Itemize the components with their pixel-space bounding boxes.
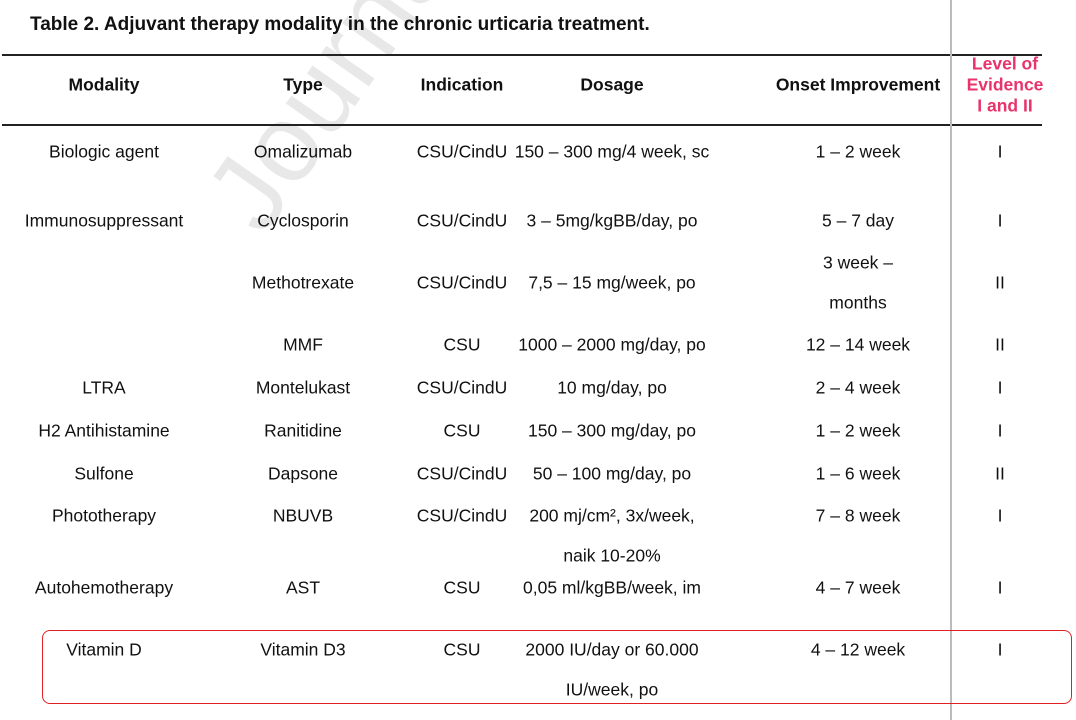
header-indication: Indication <box>420 74 504 95</box>
cell-indication: CSU <box>443 639 481 660</box>
highlight-box <box>42 630 1072 704</box>
cell-level: I <box>997 505 1003 526</box>
cell-level: II <box>995 272 1005 293</box>
cell-onset: months <box>829 292 887 313</box>
cell-indication: CSU <box>443 420 481 441</box>
cell-onset: 1 – 2 week <box>815 141 901 162</box>
cell-type: Omalizumab <box>253 141 353 162</box>
cell-onset: 5 – 7 day <box>822 210 894 231</box>
column-divider <box>950 0 952 720</box>
cell-level: I <box>997 577 1003 598</box>
cell-level: II <box>995 463 1005 484</box>
cell-onset: 3 week – <box>822 252 894 273</box>
cell-dosage: naik 10-20% <box>563 545 661 566</box>
cell-dosage: 0,05 ml/kgBB/week, im <box>523 577 701 598</box>
cell-onset: 7 – 8 week <box>815 505 901 526</box>
cell-type: MMF <box>283 334 323 355</box>
cell-indication: CSU/CindU <box>416 377 508 398</box>
header-level: I and II <box>977 95 1033 116</box>
cell-dosage: 3 – 5mg/kgBB/day, po <box>526 210 698 231</box>
cell-indication: CSU/CindU <box>416 505 508 526</box>
header-onset: Onset Improvement <box>775 74 941 95</box>
cell-onset: 1 – 6 week <box>815 463 901 484</box>
top-rule <box>2 54 1042 56</box>
cell-modality: H2 Antihistamine <box>38 420 170 441</box>
header-dosage: Dosage <box>580 74 644 95</box>
header-modality: Modality <box>68 74 140 95</box>
cell-modality: Autohemotherapy <box>34 577 174 598</box>
header-level: Level of <box>971 53 1039 74</box>
cell-indication: CSU/CindU <box>416 463 508 484</box>
cell-onset: 4 – 12 week <box>810 639 906 660</box>
cell-onset: 4 – 7 week <box>815 577 901 598</box>
header-level: Evidence <box>966 74 1044 95</box>
cell-dosage: 200 mj/cm², 3x/week, <box>529 505 695 526</box>
cell-dosage: 150 – 300 mg/day, po <box>528 420 696 441</box>
cell-dosage: 50 – 100 mg/day, po <box>532 463 692 484</box>
cell-modality: Immunosuppressant <box>24 210 184 231</box>
cell-modality: Biologic agent <box>49 141 159 162</box>
cell-indication: CSU <box>443 577 481 598</box>
table-title: Table 2. Adjuvant therapy modality in th… <box>30 14 650 35</box>
cell-modality: Phototherapy <box>51 505 157 526</box>
cell-type: Cyclosporin <box>257 210 349 231</box>
cell-modality: LTRA <box>82 377 126 398</box>
cell-level: I <box>997 420 1003 441</box>
header-rule <box>2 124 1042 126</box>
cell-dosage: 150 – 300 mg/4 week, sc <box>514 141 710 162</box>
cell-type: AST <box>285 577 321 598</box>
cell-indication: CSU <box>443 334 481 355</box>
cell-indication: CSU/CindU <box>416 272 508 293</box>
cell-level: I <box>997 639 1003 660</box>
cell-type: Montelukast <box>255 377 351 398</box>
cell-indication: CSU/CindU <box>416 210 508 231</box>
cell-type: Dapsone <box>267 463 339 484</box>
cell-type: NBUVB <box>272 505 334 526</box>
cell-dosage: 10 mg/day, po <box>557 377 667 398</box>
cell-modality: Sulfone <box>74 463 134 484</box>
cell-indication: CSU/CindU <box>416 141 508 162</box>
cell-dosage: IU/week, po <box>565 679 659 700</box>
cell-modality: Vitamin D <box>66 639 142 660</box>
cell-dosage: 1000 – 2000 mg/day, po <box>518 334 706 355</box>
cell-level: I <box>997 210 1003 231</box>
cell-dosage: 2000 IU/day or 60.000 <box>525 639 699 660</box>
cell-level: I <box>997 141 1003 162</box>
cell-onset: 2 – 4 week <box>815 377 901 398</box>
cell-type: Methotrexate <box>251 272 355 293</box>
header-type: Type <box>283 74 323 95</box>
cell-type: Ranitidine <box>264 420 342 441</box>
cell-level: II <box>995 334 1005 355</box>
cell-level: I <box>997 377 1003 398</box>
cell-type: Vitamin D3 <box>260 639 346 660</box>
cell-onset: 1 – 2 week <box>815 420 901 441</box>
cell-dosage: 7,5 – 15 mg/week, po <box>528 272 696 293</box>
cell-onset: 12 – 14 week <box>805 334 911 355</box>
